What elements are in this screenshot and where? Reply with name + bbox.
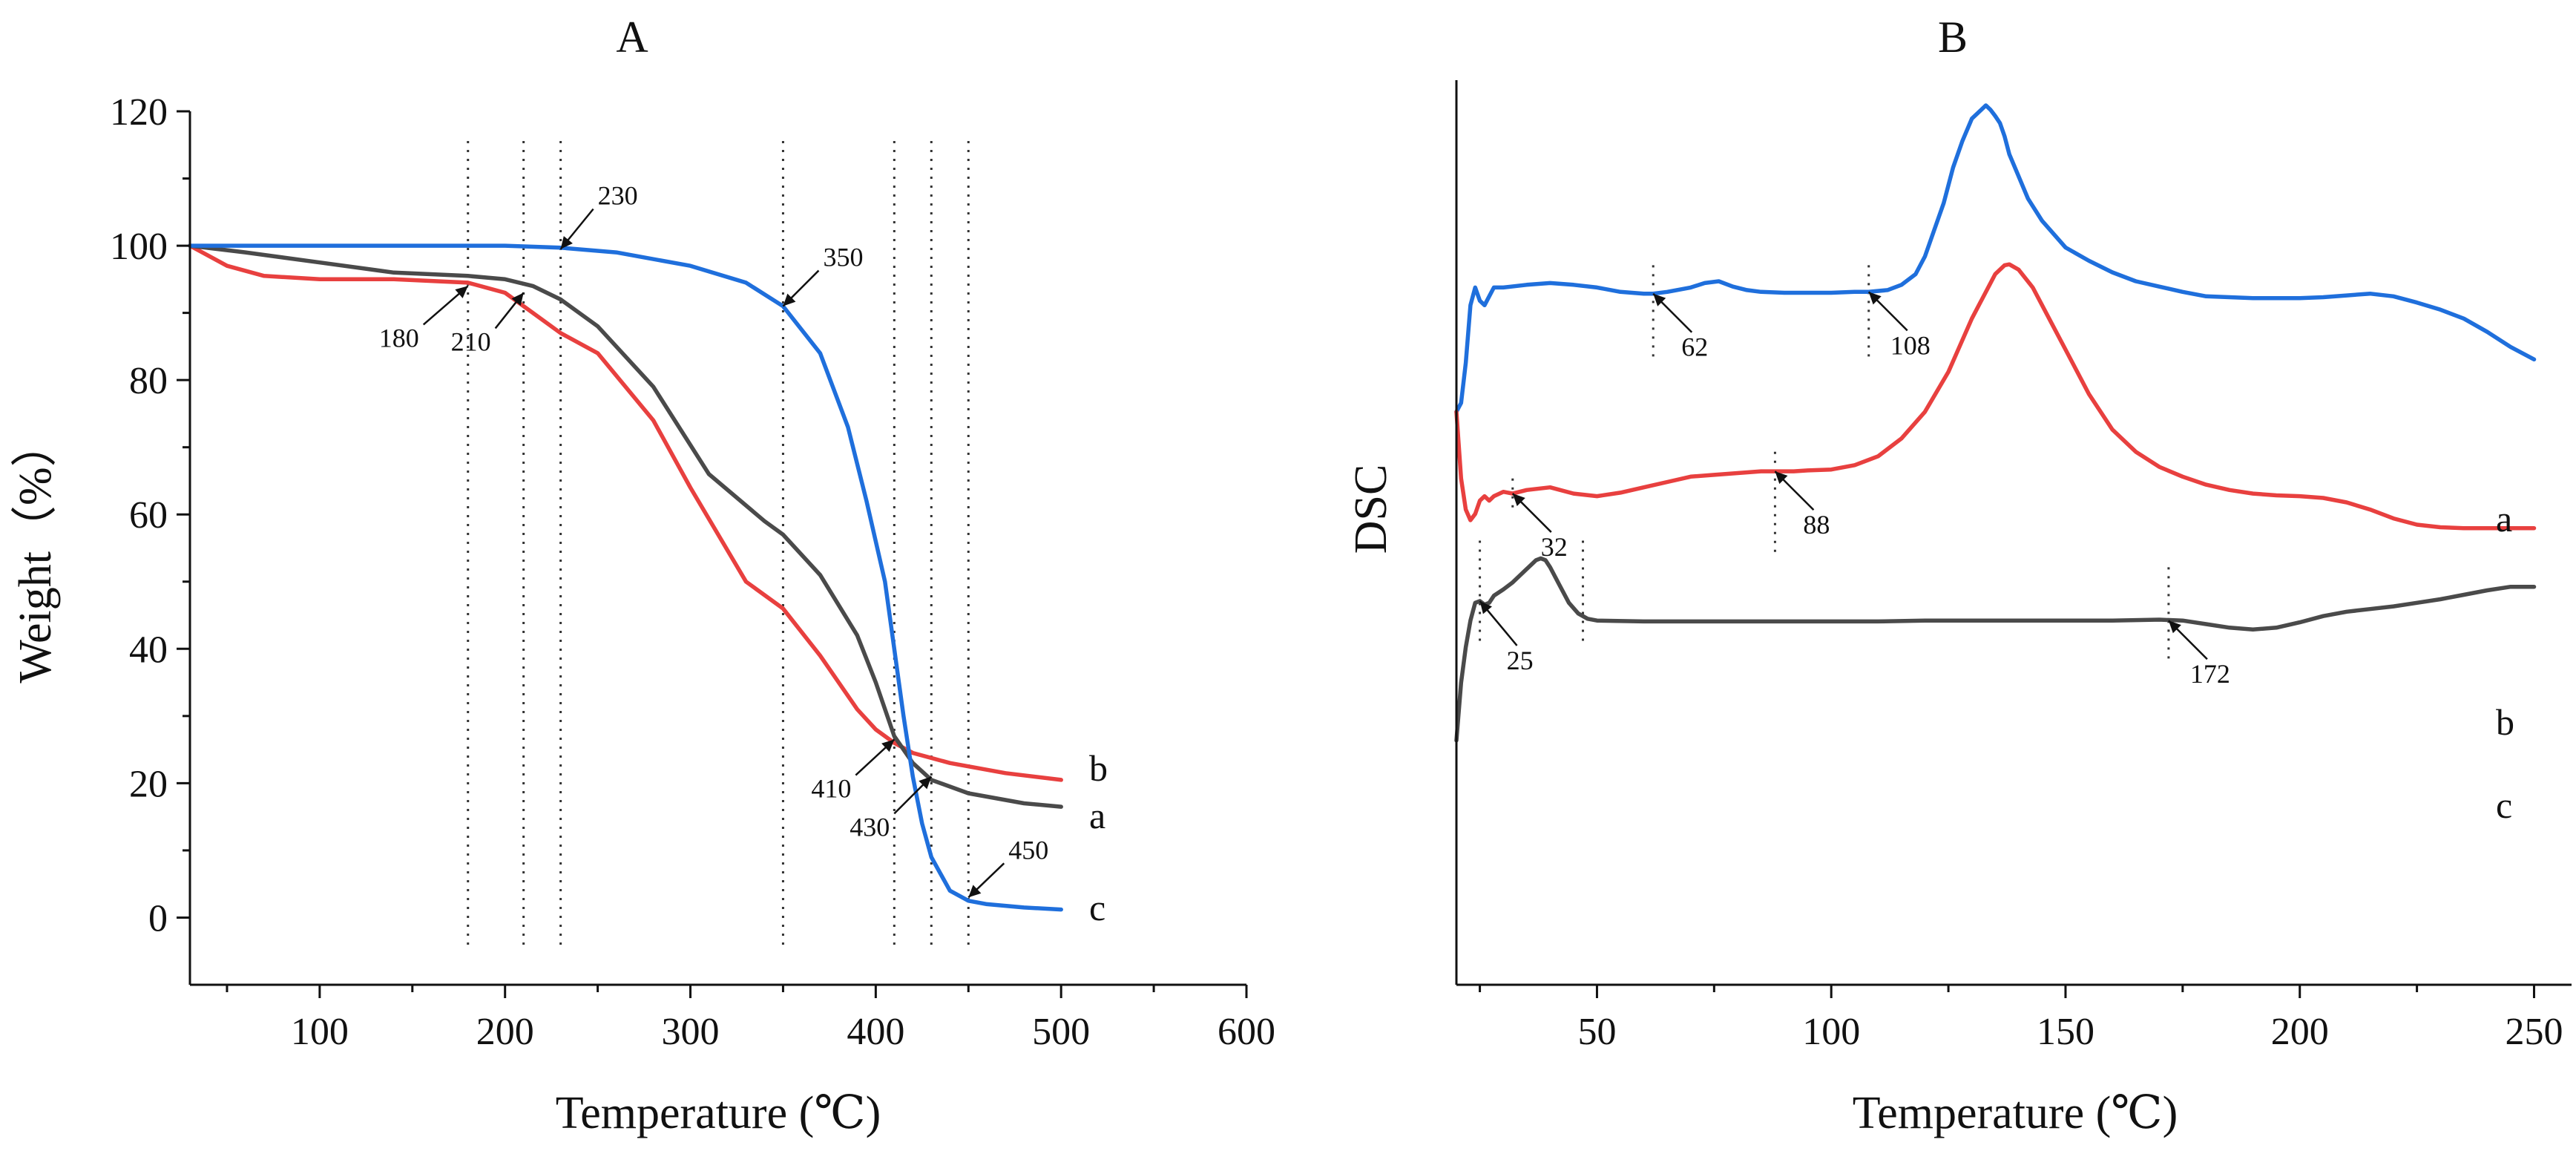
svg-text:62: 62 xyxy=(1681,332,1708,362)
panel-a-x-tick-label: 200 xyxy=(476,1011,534,1053)
svg-text:350: 350 xyxy=(823,243,863,272)
panel-b-x-tick-label: 100 xyxy=(1802,1011,1860,1053)
panel-a-x-label: Temperature (℃) xyxy=(556,1088,881,1138)
panel-a-title: A xyxy=(616,13,648,62)
panel-a-label-c: c xyxy=(1089,887,1105,928)
svg-text:430: 430 xyxy=(850,812,890,842)
panel-a-curve-a xyxy=(188,243,1063,809)
svg-text:108: 108 xyxy=(1890,330,1931,360)
panel-a-x-tick-label: 600 xyxy=(1218,1011,1275,1053)
panel-a-annotation-210: 210 xyxy=(451,292,525,356)
panel-b-x-tick-label: 50 xyxy=(1577,1011,1616,1053)
svg-text:88: 88 xyxy=(1803,510,1830,540)
panel-b-x-tick-label: 200 xyxy=(2271,1011,2329,1053)
panel-b-label-a: a xyxy=(2496,498,2512,540)
panel-b-curves xyxy=(1454,103,2537,743)
panel-b-x-label: Temperature (℃) xyxy=(1853,1088,2178,1138)
panel-a-x-tick-label: 300 xyxy=(662,1011,720,1053)
panel-a-annotation-350: 350 xyxy=(782,243,863,307)
panel-b-annotation-108: 108 xyxy=(1867,291,1931,360)
panel-b-annotation-25: 25 xyxy=(1479,600,1534,675)
panel-a-x-tick-label: 400 xyxy=(847,1011,904,1053)
panel-a-label-a: a xyxy=(1089,795,1105,836)
panel-b-curve-c xyxy=(1454,556,2537,743)
panel-a-y-tick-label: 20 xyxy=(129,763,168,805)
panel-a-curves xyxy=(188,243,1063,912)
svg-text:410: 410 xyxy=(811,774,851,804)
panel-a-annotation-180: 180 xyxy=(379,285,469,352)
panel-a-x-tick-label: 100 xyxy=(291,1011,349,1053)
panel-b-ticks: 50 100 150 200 250 xyxy=(1479,985,2563,1053)
panel-a-x-tick-label: 500 xyxy=(1032,1011,1090,1053)
svg-text:32: 32 xyxy=(1541,532,1568,562)
panel-a-y-tick-label: 80 xyxy=(129,360,168,402)
panel-a-y-tick-label: 120 xyxy=(110,91,168,134)
panel-a-y-tick-label: 0 xyxy=(148,897,168,940)
svg-text:25: 25 xyxy=(1507,646,1534,675)
panel-a-annotation-230: 230 xyxy=(559,181,638,250)
panel-a-curve-c xyxy=(188,243,1063,912)
panel-a-annotation-450: 450 xyxy=(967,835,1048,899)
panel-a-annotations: 180 210 230 350 410 430 450 xyxy=(379,181,1048,899)
panel-b-title: B xyxy=(1938,13,1968,62)
svg-text:450: 450 xyxy=(1008,835,1048,865)
panel-a-label-b: b xyxy=(1089,747,1108,789)
panel-b-y-label: DSC xyxy=(1346,465,1396,554)
panel-b-annotation-172: 172 xyxy=(2168,620,2230,689)
panel-a-annotation-410: 410 xyxy=(811,738,896,804)
panel-b-x-tick-label: 150 xyxy=(2037,1011,2094,1053)
panel-a-ticks: 100 200 300 400 500 600 0 20 40 60 80 100 120 xyxy=(110,91,1275,1053)
panel-b-label-c: c xyxy=(2496,784,2512,826)
panel-b-label-b: b xyxy=(2496,701,2514,743)
panel-a-annotation-430: 430 xyxy=(850,775,933,842)
panel-a-curve-b xyxy=(188,243,1063,782)
panel-a-y-tick-label: 40 xyxy=(129,629,168,671)
panel-a-y-label: Weight（%） xyxy=(10,421,61,683)
panel-a-guide-lines xyxy=(467,141,970,950)
panel-b-x-tick-label: 250 xyxy=(2505,1011,2563,1053)
svg-text:210: 210 xyxy=(451,327,491,356)
panel-b-chart: B 62 108 32 88 25 172 50 100 150 200 250 Temperat… xyxy=(1346,13,2572,1138)
panel-b-guide-lines xyxy=(1479,265,2170,666)
panel-b-annotations: 62 108 32 88 25 172 xyxy=(1479,291,2230,689)
panel-a-y-tick-label: 100 xyxy=(110,226,168,268)
svg-text:230: 230 xyxy=(598,181,638,211)
panel-b-annotation-62: 62 xyxy=(1652,292,1708,362)
svg-text:172: 172 xyxy=(2190,659,2230,689)
panel-b-annotation-32: 32 xyxy=(1511,493,1568,562)
svg-text:180: 180 xyxy=(379,323,419,352)
panel-b-curve-b xyxy=(1454,262,2537,531)
panel-b-curve-a xyxy=(1454,103,2537,414)
panel-a-y-tick-label: 60 xyxy=(129,494,168,537)
panel-b-annotation-88: 88 xyxy=(1774,470,1830,540)
